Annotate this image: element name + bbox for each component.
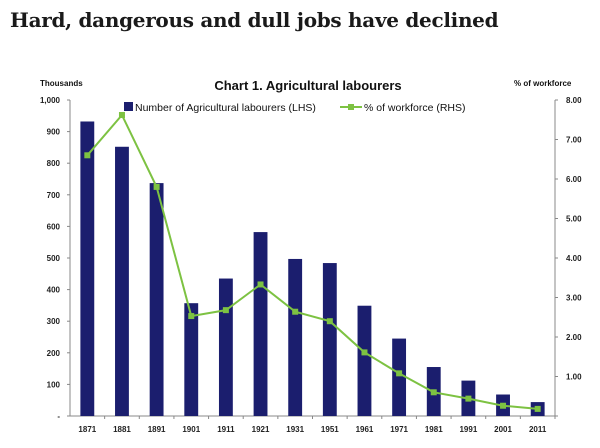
left-tick-label: 500 bbox=[47, 254, 61, 263]
x-tick-label: 1871 bbox=[78, 425, 96, 434]
right-tick-label: 6.00 bbox=[566, 175, 582, 184]
legend-bar-swatch bbox=[124, 102, 133, 111]
left-axis-label: Thousands bbox=[40, 79, 83, 88]
left-tick-label: 700 bbox=[47, 191, 61, 200]
bar bbox=[184, 303, 199, 416]
right-tick-label: 3.00 bbox=[566, 294, 582, 303]
right-axis-label: % of workforce bbox=[514, 79, 572, 88]
right-tick-label: 2.00 bbox=[566, 333, 582, 342]
line-point bbox=[465, 395, 472, 402]
line-point bbox=[84, 152, 91, 159]
left-tick-label: 1,000 bbox=[40, 96, 61, 105]
x-tick-label: 2011 bbox=[529, 425, 547, 434]
x-tick-label: 1891 bbox=[148, 425, 166, 434]
left-tick-label: - bbox=[57, 412, 60, 421]
headline: Hard, dangerous and dull jobs have decli… bbox=[10, 8, 499, 32]
right-tick-label: 7.00 bbox=[566, 136, 582, 145]
bar bbox=[322, 263, 337, 416]
line-point bbox=[188, 313, 195, 320]
right-tick-label: 8.00 bbox=[566, 96, 582, 105]
left-tick-label: 100 bbox=[47, 380, 61, 389]
bar bbox=[149, 183, 164, 416]
line-point bbox=[396, 370, 403, 377]
bar bbox=[392, 338, 407, 416]
bar bbox=[357, 305, 372, 416]
line-point bbox=[118, 112, 125, 119]
x-tick-label: 1961 bbox=[356, 425, 374, 434]
line-point bbox=[326, 318, 333, 325]
line-point bbox=[153, 183, 160, 190]
left-tick-label: 600 bbox=[47, 222, 61, 231]
chart-title: Chart 1. Agricultural labourers bbox=[214, 78, 401, 93]
x-tick-label: 2001 bbox=[494, 425, 512, 434]
line-point bbox=[500, 402, 507, 409]
x-tick-label: 1951 bbox=[321, 425, 339, 434]
x-tick-label: 1931 bbox=[286, 425, 304, 434]
legend-line-marker bbox=[348, 104, 354, 110]
bar bbox=[115, 146, 129, 416]
left-tick-label: 800 bbox=[47, 159, 61, 168]
line-point bbox=[222, 307, 229, 314]
line-point bbox=[361, 349, 368, 356]
x-tick-label: 1971 bbox=[390, 425, 408, 434]
bar bbox=[80, 121, 95, 416]
bar bbox=[288, 258, 303, 416]
line-point bbox=[257, 281, 264, 288]
legend-bar-label: Number of Agricultural labourers (LHS) bbox=[135, 102, 316, 114]
line-point bbox=[534, 405, 541, 412]
left-tick-label: 400 bbox=[47, 286, 61, 295]
x-tick-label: 1911 bbox=[217, 425, 235, 434]
left-tick-label: 300 bbox=[47, 317, 61, 326]
line-point bbox=[430, 389, 437, 396]
right-tick-label: 4.00 bbox=[566, 254, 582, 263]
x-tick-label: 1981 bbox=[425, 425, 443, 434]
right-tick-label: 5.00 bbox=[566, 215, 582, 224]
bar bbox=[253, 232, 268, 416]
x-tick-label: 1881 bbox=[113, 425, 131, 434]
x-tick-label: 1991 bbox=[459, 425, 477, 434]
legend-line-label: % of workforce (RHS) bbox=[364, 102, 466, 114]
workforce-line bbox=[86, 113, 538, 410]
left-tick-label: 200 bbox=[47, 349, 61, 358]
x-tick-label: 1921 bbox=[252, 425, 270, 434]
plot-area: - 100 200 300 400 500 600 700 800 900 1,000 1.00 2.0… bbox=[40, 96, 582, 434]
right-tick-label: 1.00 bbox=[566, 373, 582, 382]
bar bbox=[218, 278, 233, 416]
x-tick-label: 1901 bbox=[182, 425, 200, 434]
left-tick-label: 900 bbox=[47, 128, 61, 137]
line-point bbox=[292, 308, 299, 315]
